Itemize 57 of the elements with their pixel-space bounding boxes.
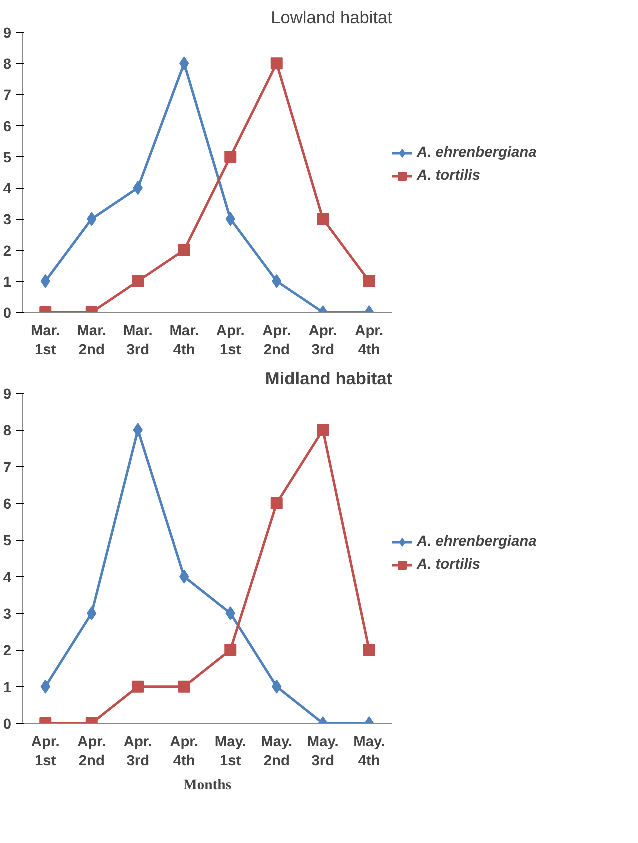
x-tick-label: Apr. 2nd [262,324,292,359]
y-tick-label: 4 [3,182,12,198]
y-tick-label: 0 [3,717,12,733]
y-tick-label: 8 [3,424,12,440]
x-tick-label: Apr. 4th [170,734,199,770]
legend-label: A. tortilis [417,557,481,573]
x-tick-label: Mar. 3rd [123,324,153,359]
point [132,680,144,693]
x-tick-label: May. 3rd [307,734,339,770]
x-tick-label: Mar. 2nd [77,324,107,359]
y-tick-label: 1 [3,274,12,291]
point [87,606,97,620]
y-tick-label: 0 [3,306,12,322]
legend-label: A. ehrenbergiana [417,534,537,550]
y-tick-label: 7 [3,460,12,476]
y-tick-label: 3 [3,212,12,229]
x-tick-label: Apr. 1st [31,734,60,770]
x-tick-label: May. 1st [214,734,246,770]
legend-label: A. ehrenbergiana [417,145,537,161]
point [178,680,190,693]
chart-title: Lowland habitat [271,8,393,28]
point [132,275,144,288]
x-tick-label: Apr. 4th [355,324,384,359]
y-tick-label: 5 [3,534,12,550]
point [224,644,237,656]
x-tick-label: Mar. 1st [30,324,60,359]
point [178,244,190,256]
x-tick-label: Apr. 3rd [308,324,338,359]
point [317,424,330,436]
y-tick-label: 6 [3,119,12,136]
point [270,498,283,510]
x-tick-label: Mar. 4th [170,324,200,359]
y-tick-label: 2 [3,644,12,660]
y-tick-label: 5 [3,150,12,166]
x-axis-title: Months [183,778,232,794]
legend-label: A. tortilis [417,168,481,184]
point [317,213,330,226]
y-tick-label: 4 [3,570,12,586]
y-tick-label: 8 [3,57,12,74]
y-tick-label: 6 [3,497,12,513]
y-tick-label: 9 [3,26,12,42]
point [363,644,376,656]
y-tick-label: 3 [3,607,12,623]
y-tick-label: 9 [3,387,12,403]
chart-title: Midland habitat [265,368,393,388]
point [363,275,376,288]
x-tick-label: Apr. 2nd [78,734,106,770]
x-tick-label: Apr. 1st [216,324,245,359]
point [226,606,236,620]
point [270,58,283,70]
y-tick-label: 2 [3,244,12,260]
y-tick-label: 1 [3,680,12,696]
y-tick-label: 7 [3,88,12,104]
x-tick-label: Apr. 3rd [124,734,152,770]
x-tick-label: May. 4th [354,734,386,770]
x-tick-label: May. 2nd [261,734,293,770]
point [224,150,237,163]
